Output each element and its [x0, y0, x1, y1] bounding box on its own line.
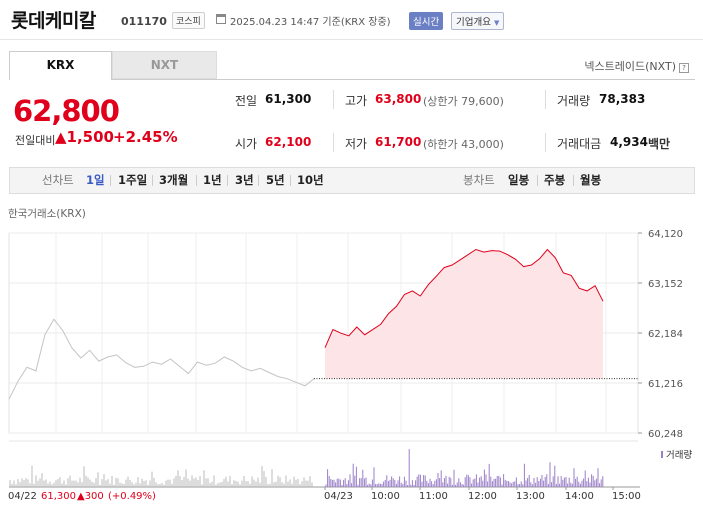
price-chart[interactable]: 64,120 63,152 62,184 61,216 60,248 거래량 04/23…: [0, 225, 703, 516]
volume-value: 78,383: [599, 92, 646, 106]
chevron-down-icon: ▼: [494, 19, 500, 27]
amount-value: 4,934: [610, 135, 648, 149]
stock-code: 011170: [121, 15, 167, 28]
candle-daily[interactable]: 일봉: [508, 173, 530, 187]
upper-limit: (상한가 79,600): [423, 95, 504, 108]
today-area-fill: [325, 249, 603, 379]
amount-label: 거래대금: [557, 137, 602, 151]
data-source-label: 한국거래소(KRX): [8, 208, 86, 220]
period-3m[interactable]: 3개월: [159, 173, 189, 187]
tab-nxt[interactable]: NXT: [112, 51, 217, 79]
change-value: ▲1,500: [55, 128, 114, 146]
stock-name: 롯데케미칼: [11, 10, 96, 32]
volume-legend-swatch: [661, 451, 663, 458]
x-tick-label: 14:00: [565, 491, 594, 502]
period-1d[interactable]: 1일: [86, 173, 105, 187]
footer-prev-change: ▲300: [77, 491, 104, 502]
chart-footer: 04/22 61,300 ▲300 (+0.49%): [8, 491, 156, 502]
y-tick-label: 60,248: [648, 429, 683, 440]
footer-prev-price: 61,300: [41, 491, 76, 502]
x-tick-label: 12:00: [468, 491, 497, 502]
tab-divider: [9, 79, 695, 80]
prev-day-price-line: [8, 318, 315, 400]
prev-close-value: 61,300: [265, 92, 312, 106]
x-tick-label: 11:00: [419, 491, 448, 502]
change-label: 전일대비: [15, 134, 56, 147]
candle-chart-label: 봉차트: [463, 173, 495, 187]
period-10y[interactable]: 10년: [297, 173, 324, 187]
current-price: 62,800: [13, 94, 120, 128]
candle-weekly[interactable]: 주봉: [544, 173, 566, 187]
period-1w[interactable]: 1주일: [118, 173, 148, 187]
nextrade-label: 넥스트레이드(NXT): [584, 60, 676, 73]
volume-label: 거래량: [557, 94, 591, 108]
period-5y[interactable]: 5년: [266, 173, 285, 187]
x-axis: 04/23 10:00 11:00 12:00 13:00 14:00 15:00: [324, 487, 641, 502]
line-chart-label: 선차트: [42, 173, 74, 187]
y-tick-label: 62,184: [648, 329, 683, 340]
x-tick-label: 13:00: [516, 491, 545, 502]
prev-close-label: 전일: [235, 94, 258, 108]
quote-datetime: 2025.04.23 14:47 기준(KRX 장중): [230, 17, 391, 28]
period-3y[interactable]: 3년: [235, 173, 254, 187]
x-tick-label: 10:00: [371, 491, 400, 502]
x-tick-label: 15:00: [612, 491, 641, 502]
y-axis: 64,120 63,152 62,184 61,216 60,248: [638, 229, 683, 440]
y-tick-label: 61,216: [648, 379, 683, 390]
stock-header: 롯데케미칼 011170 코스피 2025.04.23 14:47 기준(KRX…: [0, 0, 703, 40]
calendar-icon: [216, 14, 226, 24]
lower-limit: (하한가 43,000): [423, 138, 504, 151]
amount-unit: 백만: [648, 137, 671, 151]
company-overview-button[interactable]: 기업개요 ▼: [451, 12, 505, 30]
high-value: 63,800: [375, 92, 422, 106]
open-value: 62,100: [265, 135, 312, 149]
realtime-badge: 실시간: [409, 12, 444, 30]
candle-monthly[interactable]: 월봉: [580, 173, 602, 187]
help-icon[interactable]: ?: [679, 63, 689, 73]
market-badge: 코스피: [172, 12, 205, 29]
y-tick-label: 64,120: [648, 229, 683, 240]
high-label: 고가: [345, 94, 368, 108]
period-bar: [9, 167, 695, 194]
open-label: 시가: [235, 137, 258, 151]
low-value: 61,700: [375, 135, 422, 149]
footer-prev-pct: (+0.49%): [108, 491, 156, 502]
low-label: 저가: [345, 137, 368, 151]
company-overview-label: 기업개요: [456, 17, 491, 28]
today-price-line: [324, 248, 604, 348]
footer-prev-date: 04/22: [8, 491, 37, 502]
nextrade-link[interactable]: 넥스트레이드(NXT)?: [584, 58, 689, 74]
y-tick-label: 63,152: [648, 279, 683, 290]
volume-legend-label: 거래량: [666, 449, 692, 461]
x-tick-label: 04/23: [324, 491, 353, 502]
period-1y[interactable]: 1년: [203, 173, 222, 187]
volume-bars: 거래량: [9, 440, 692, 488]
tab-krx[interactable]: KRX: [9, 51, 112, 79]
change-percent: +2.45%: [113, 128, 178, 146]
